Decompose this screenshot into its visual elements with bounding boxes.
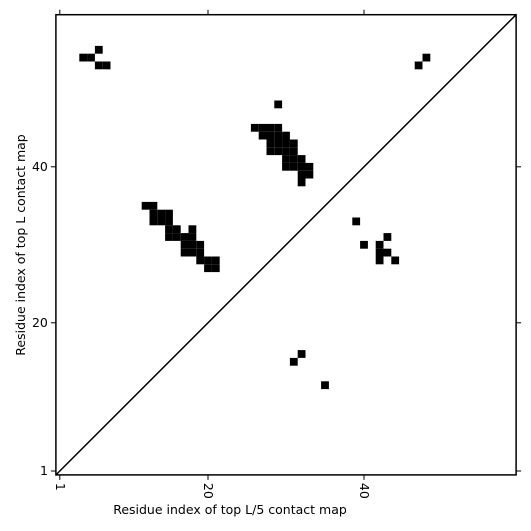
contact-cell — [289, 155, 298, 163]
x-tick-label: 20 — [201, 483, 216, 499]
contact-cell — [391, 256, 400, 265]
contact-cell — [282, 139, 290, 148]
contact-cell — [196, 256, 205, 265]
contact-cell — [204, 264, 212, 273]
contact-cell — [352, 217, 361, 226]
x-tick-label: 40 — [357, 483, 372, 499]
contact-cell — [266, 139, 275, 148]
contact-cell — [172, 225, 181, 234]
contact-cell — [266, 123, 275, 132]
contact-cell — [211, 256, 220, 265]
contact-cell — [282, 155, 290, 163]
diagonal-line — [55, 14, 517, 476]
contact-cell — [360, 240, 368, 249]
contact-cell — [297, 155, 306, 163]
contact-cell — [250, 123, 259, 132]
contact-cell — [149, 201, 158, 210]
contact-cell — [258, 123, 267, 132]
contact-cell — [414, 61, 423, 70]
contact-cell — [204, 256, 212, 265]
contact-cell — [282, 147, 290, 156]
x-axis-label: Residue index of top L/5 contact map — [113, 502, 347, 517]
contact-cell — [149, 217, 158, 226]
contact-cell — [172, 233, 181, 241]
y-tick-label: 1 — [40, 463, 48, 478]
contact-cell — [266, 131, 275, 140]
contact-cell — [196, 248, 205, 257]
contact-cell — [375, 256, 384, 265]
contact-cell — [266, 147, 275, 156]
y-tick-label: 40 — [32, 159, 48, 174]
contact-cell — [196, 240, 205, 249]
contact-cell — [165, 209, 173, 218]
contact-cell — [282, 131, 290, 140]
y-tick-label: 20 — [32, 315, 48, 330]
contact-cell — [149, 209, 158, 218]
contact-cell — [305, 170, 314, 179]
contact-cell — [274, 139, 283, 148]
contact-cell — [383, 233, 392, 241]
contact-cell — [297, 178, 306, 187]
contact-cell — [188, 233, 197, 241]
contact-cell — [274, 100, 283, 109]
contact-cell — [375, 248, 384, 257]
contact-cell — [297, 162, 306, 171]
contact-cell — [180, 233, 189, 241]
contact-cell — [422, 53, 431, 62]
contact-cell — [188, 248, 197, 257]
contact-cell — [375, 240, 384, 249]
contact-cell — [289, 139, 298, 148]
contact-cell — [289, 162, 298, 171]
contact-cell — [180, 248, 189, 257]
contact-cell — [274, 123, 283, 132]
contact-cell — [94, 61, 103, 70]
contact-cell — [188, 240, 197, 249]
contact-cell — [321, 381, 329, 390]
contact-cell — [305, 162, 314, 171]
contact-cell — [165, 225, 173, 234]
contact-cell — [180, 240, 189, 249]
contact-cell — [157, 209, 166, 218]
contact-cell — [383, 248, 392, 257]
contact-cell — [289, 147, 298, 156]
contact-cell — [94, 45, 103, 54]
contact-cell — [87, 53, 95, 62]
contact-cell — [79, 53, 88, 62]
contact-cell — [102, 61, 111, 70]
contact-cell — [297, 350, 306, 358]
contact-cell — [274, 147, 283, 156]
contact-cell — [157, 217, 166, 226]
contact-cell — [297, 170, 306, 179]
contact-cell — [141, 201, 150, 210]
contact-cell — [211, 264, 220, 273]
contact-cell — [282, 162, 290, 171]
plot-frame — [55, 13, 517, 476]
contact-cell — [274, 131, 283, 140]
contact-cell — [165, 217, 173, 226]
y-axis-label: Residue index of top L contact map — [13, 134, 28, 355]
contact-cell — [258, 131, 267, 140]
x-tick-label: 1 — [53, 483, 68, 491]
contact-cell — [165, 233, 173, 241]
contact-cell — [188, 225, 197, 234]
contact-cell — [289, 357, 298, 366]
